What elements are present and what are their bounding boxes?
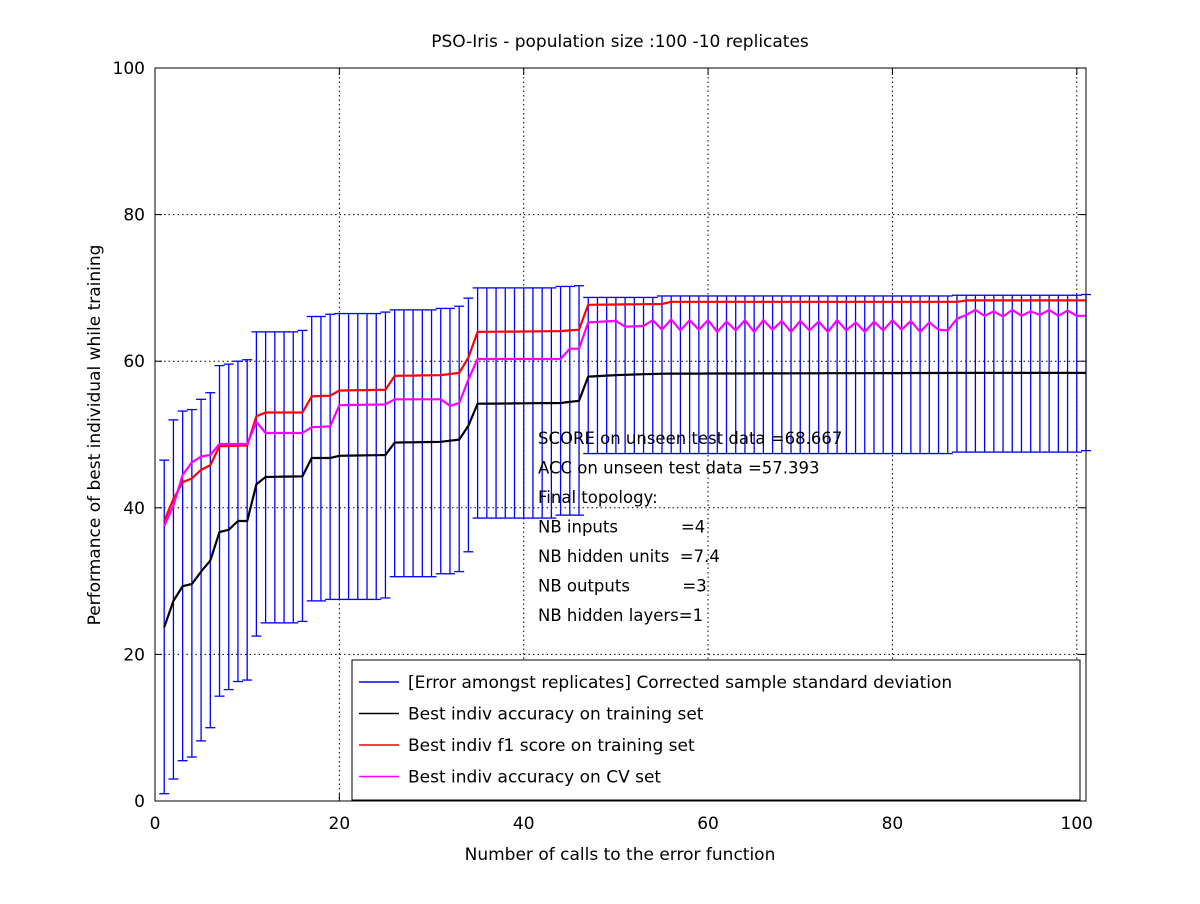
y-axis-label: Performance of best individual while tra… <box>85 245 105 626</box>
x-tick-label: 40 <box>513 814 535 834</box>
series-lines <box>163 299 1086 628</box>
y-tick-label: 20 <box>123 645 145 665</box>
annotation-line: ACC on unseen test data =57.393 <box>538 459 820 478</box>
x-tick-label: 100 <box>1061 814 1093 834</box>
y-tick-label: 40 <box>123 499 145 519</box>
annotation-line: NB hidden layers=1 <box>538 606 703 625</box>
legend-entry-label: [Error amongst replicates] Corrected sam… <box>408 673 952 693</box>
series-line-2 <box>163 299 1086 522</box>
y-tick-label: 100 <box>113 59 145 79</box>
annotation-line: NB inputs =4 <box>538 518 705 537</box>
annotation-line: Final topology: <box>538 488 658 507</box>
axis-ticks: 0 20 40 60 80 100 0 20 40 60 80 100 <box>113 59 1093 834</box>
x-tick-label: 80 <box>882 814 904 834</box>
x-axis-label: Number of calls to the error function <box>465 845 776 865</box>
grid-lines <box>155 68 1086 801</box>
plot-area-frame <box>154 67 1087 802</box>
x-tick-label: 0 <box>150 814 161 834</box>
series-line-1 <box>163 371 1086 628</box>
annotation-line: NB outputs =3 <box>538 577 707 596</box>
y-tick-label: 80 <box>123 206 145 226</box>
series-line-3 <box>163 308 1086 527</box>
legend: [Error amongst replicates] Corrected sam… <box>351 659 1081 801</box>
legend-entry-label: Best indiv accuracy on training set <box>408 705 704 725</box>
x-tick-label: 60 <box>697 814 719 834</box>
y-tick-label: 60 <box>123 352 145 372</box>
y-tick-label: 0 <box>134 792 145 812</box>
chart-title: PSO-Iris - population size :100 -10 repl… <box>431 32 809 52</box>
annotation-line: NB hidden units =7.4 <box>538 547 720 566</box>
annotation-block: SCORE on unseen test data =68.667 ACC on … <box>538 429 842 625</box>
x-tick-label: 20 <box>329 814 351 834</box>
legend-entry-label: Best indiv accuracy on CV set <box>408 768 661 788</box>
annotation-line: SCORE on unseen test data =68.667 <box>538 429 842 448</box>
legend-box <box>351 659 1081 801</box>
legend-entry-label: Best indiv f1 score on training set <box>408 736 695 756</box>
